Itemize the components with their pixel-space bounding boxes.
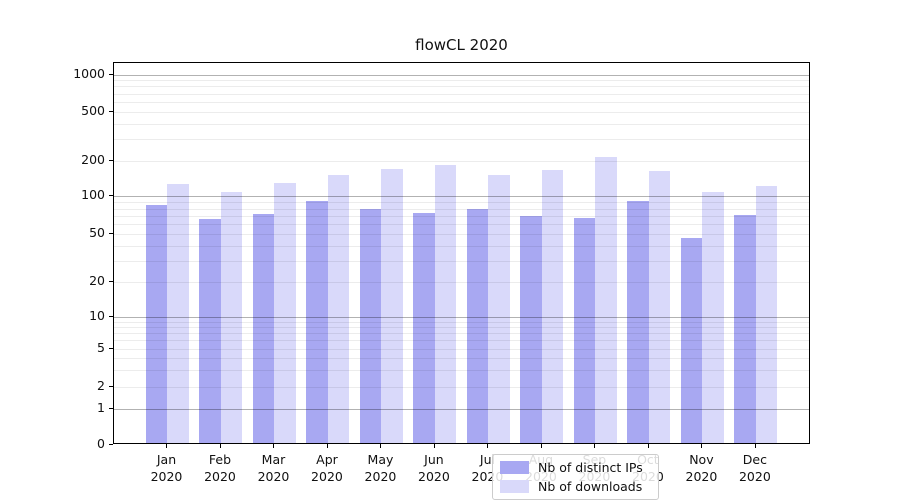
y-tick-5 [109, 347, 113, 349]
y-tick-20 [109, 281, 113, 282]
legend-item-downloads: Nb of downloads [500, 479, 650, 494]
y-tick-label-1: 1 [97, 399, 105, 415]
y-tick-label-0: 0 [97, 436, 105, 451]
bar-nb-of-distinct-ips-may-2020 [359, 209, 382, 443]
y-tick-label-1000: 1000 [73, 65, 105, 81]
gridline-y-600 [114, 101, 809, 103]
bar-nb-of-distinct-ips-jul-2020 [466, 208, 489, 443]
bar-nb-of-distinct-ips-jan-2020 [145, 205, 168, 443]
bar-nb-of-downloads-oct-2020 [648, 171, 671, 443]
x-tick-label-jun-2020: Jun 2020 [418, 452, 450, 484]
bar-nb-of-distinct-ips-dec-2020 [734, 214, 756, 443]
bar-nb-of-downloads-jul-2020 [488, 175, 510, 443]
x-tick-sep-2020 [594, 444, 596, 448]
x-tick-apr-2020 [326, 444, 328, 448]
bar-nb-of-distinct-ips-apr-2020 [306, 200, 328, 443]
x-tick-label-jan-2020: Jan 2020 [150, 452, 183, 484]
gridline-y-700 [114, 93, 809, 95]
y-tick-label-2: 2 [97, 378, 105, 394]
legend-label-downloads: Nb of downloads [538, 479, 643, 494]
plot-area: Nb of distinct IPs Nb of downloads [113, 62, 810, 500]
y-tick-label-100: 100 [81, 187, 105, 203]
gridline-y-900 [114, 80, 809, 82]
bar-nb-of-downloads-may-2020 [381, 168, 403, 443]
x-tick-nov-2020 [701, 444, 703, 448]
bar-nb-of-distinct-ips-sep-2020 [573, 217, 596, 443]
x-tick-oct-2020 [647, 444, 649, 448]
x-tick-may-2020 [380, 444, 382, 448]
gridline-y-400 [114, 123, 809, 125]
bar-nb-of-downloads-feb-2020 [220, 192, 243, 443]
y-tick-1000 [109, 73, 113, 75]
bar-nb-of-distinct-ips-feb-2020 [199, 219, 221, 443]
gridline-y-800 [114, 86, 809, 88]
bar-nb-of-downloads-apr-2020 [327, 175, 350, 443]
y-tick-1 [109, 407, 113, 409]
legend-item-distinct-ips: Nb of distinct IPs [500, 460, 650, 475]
y-tick-label-5: 5 [97, 339, 105, 355]
x-tick-dec-2020 [754, 444, 756, 448]
y-tick-500 [109, 110, 113, 112]
x-tick-jan-2020 [166, 444, 168, 448]
bar-nb-of-downloads-aug-2020 [541, 170, 564, 443]
y-tick-100 [109, 195, 113, 197]
bar-nb-of-distinct-ips-jun-2020 [413, 212, 435, 443]
y-tick-label-200: 200 [81, 152, 105, 167]
legend-swatch-downloads [500, 480, 529, 493]
bar-nb-of-downloads-jun-2020 [434, 164, 457, 443]
gridline-y-200 [114, 161, 809, 162]
x-tick-aug-2020 [540, 444, 542, 448]
gridline-y-500 [114, 111, 809, 113]
x-tick-label-mar-2020: Mar 2020 [257, 452, 290, 484]
x-tick-label-nov-2020: Nov 2020 [685, 452, 718, 484]
bar-nb-of-distinct-ips-oct-2020 [627, 201, 649, 443]
bar-nb-of-downloads-nov-2020 [702, 191, 724, 443]
y-tick-label-10: 10 [89, 308, 105, 324]
bar-nb-of-distinct-ips-mar-2020 [252, 213, 275, 443]
gridline-y-300 [114, 139, 809, 141]
x-tick-jul-2020 [487, 444, 489, 448]
y-tick-200 [109, 160, 113, 161]
bar-nb-of-downloads-mar-2020 [274, 182, 296, 443]
x-tick-feb-2020 [219, 444, 221, 448]
y-tick-label-500: 500 [81, 102, 105, 118]
x-tick-label-may-2020: May 2020 [364, 452, 397, 484]
gridline-y-1000 [114, 74, 809, 76]
y-tick-label-50: 50 [89, 225, 105, 240]
x-tick-label-dec-2020: Dec 2020 [738, 452, 771, 484]
bar-nb-of-distinct-ips-aug-2020 [520, 216, 542, 443]
y-tick-0 [109, 444, 113, 445]
legend-swatch-distinct-ips [500, 461, 529, 474]
y-tick-label-20: 20 [89, 273, 105, 288]
y-tick-10 [109, 316, 113, 318]
legend-label-distinct-ips: Nb of distinct IPs [538, 460, 643, 475]
chart-title: flowCL 2020 [415, 36, 508, 54]
y-tick-2 [109, 386, 113, 388]
legend: Nb of distinct IPs Nb of downloads [492, 454, 659, 500]
bar-nb-of-downloads-jan-2020 [167, 183, 189, 443]
x-tick-label-apr-2020: Apr 2020 [311, 452, 343, 484]
y-tick-50 [109, 233, 113, 234]
bar-nb-of-downloads-sep-2020 [595, 156, 617, 443]
x-tick-mar-2020 [273, 444, 275, 448]
x-tick-label-feb-2020: Feb 2020 [204, 452, 236, 484]
bar-nb-of-downloads-dec-2020 [755, 185, 778, 443]
x-tick-jun-2020 [433, 444, 435, 448]
bar-nb-of-distinct-ips-nov-2020 [680, 237, 703, 443]
